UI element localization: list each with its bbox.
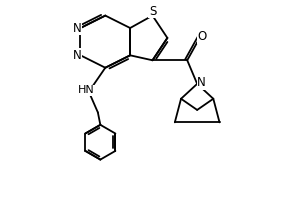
Text: O: O [197,30,207,43]
Text: N: N [73,22,82,35]
Text: S: S [149,5,156,18]
Text: N: N [73,49,82,62]
Text: HN: HN [78,85,95,95]
Text: N: N [197,76,206,89]
